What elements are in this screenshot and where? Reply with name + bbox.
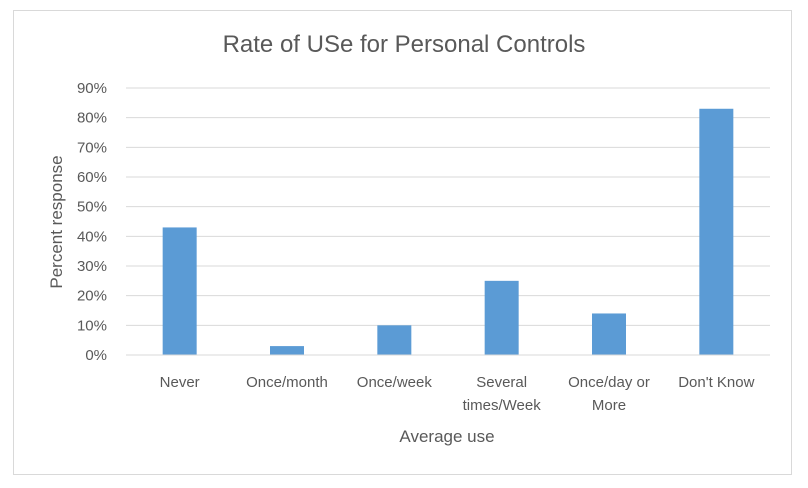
bar xyxy=(162,227,197,355)
y-axis-label: Percent response xyxy=(47,155,66,288)
y-tick-label: 40% xyxy=(77,228,107,245)
x-tick-label: Don't Know xyxy=(678,374,754,391)
y-tick-label: 10% xyxy=(77,317,107,334)
x-axis-ticks: Never Once/month Once/week Several times/Wee… xyxy=(160,374,755,414)
bars xyxy=(162,108,734,356)
y-tick-label: 60% xyxy=(77,169,107,186)
bar xyxy=(270,346,304,355)
x-tick-label: Once/month xyxy=(246,374,328,391)
y-tick-label: 90% xyxy=(77,80,107,97)
y-tick-label: 80% xyxy=(77,110,107,127)
y-tick-label: 50% xyxy=(77,199,107,216)
y-axis-ticks: 0% 10% 20% 30% 40% 50% 60% 70% 80% 90% xyxy=(77,80,107,364)
x-axis-label: Average use xyxy=(399,427,494,446)
bar xyxy=(699,108,734,356)
x-tick-label: Several times/Week xyxy=(463,374,542,414)
y-tick-label: 70% xyxy=(77,139,107,156)
bar xyxy=(484,280,519,355)
x-tick-label: Once/day or More xyxy=(568,374,650,414)
bar xyxy=(377,325,412,355)
y-tick-label: 0% xyxy=(85,347,107,364)
y-tick-label: 20% xyxy=(77,288,107,305)
bar xyxy=(592,313,626,355)
y-tick-label: 30% xyxy=(77,258,107,275)
x-tick-label: Never xyxy=(160,374,200,391)
gridlines xyxy=(126,87,770,326)
x-tick-label: Once/week xyxy=(357,374,433,391)
chart-title: Rate of USe for Personal Controls xyxy=(223,31,586,58)
